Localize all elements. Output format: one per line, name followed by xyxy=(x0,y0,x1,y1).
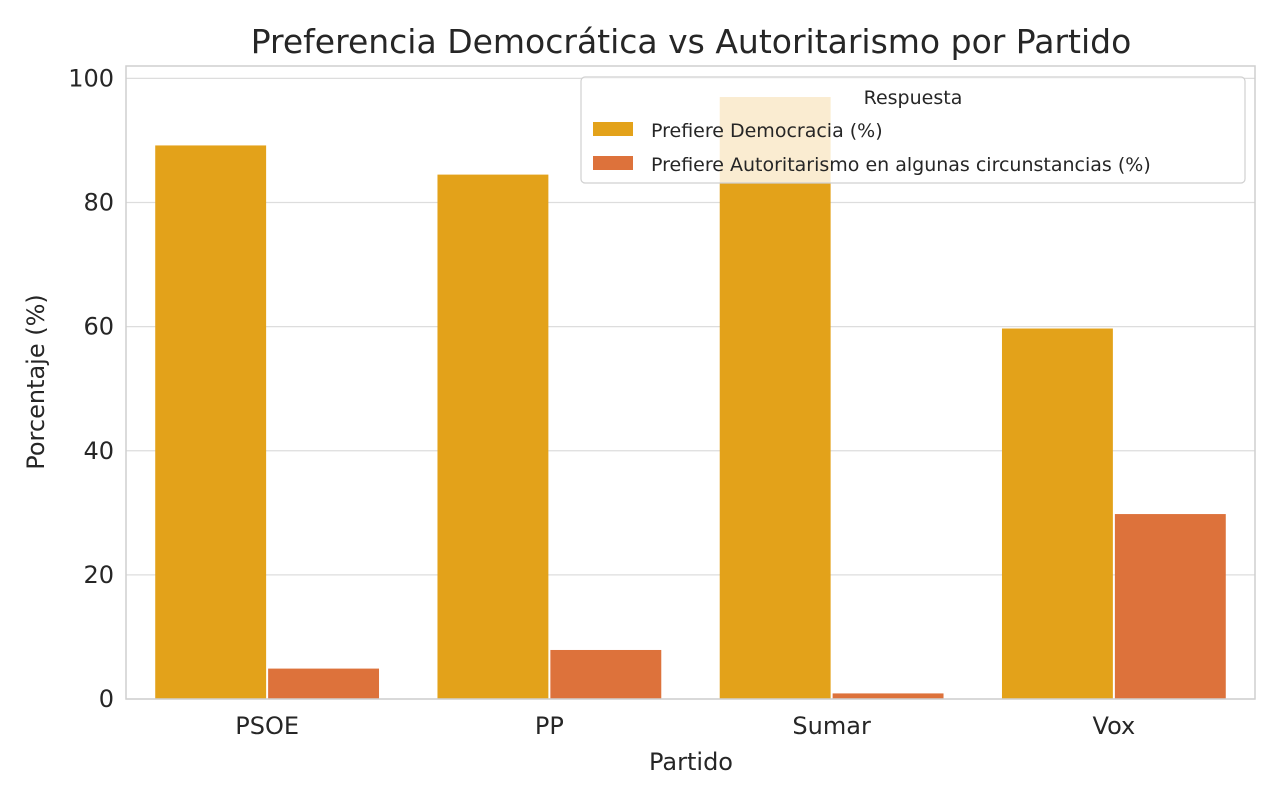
y-tick-labels: 0 20 40 60 80 100 xyxy=(68,64,114,713)
chart-title: Preferencia Democrática vs Autoritarismo… xyxy=(251,22,1132,61)
y-tick-label: 80 xyxy=(83,189,114,217)
bar-psoe-democracia xyxy=(155,145,267,699)
legend: Respuesta Prefiere Democracia (%) Prefie… xyxy=(580,76,1246,184)
y-tick-label: 40 xyxy=(83,437,114,465)
x-tick-labels: PSOE PP Sumar Vox xyxy=(235,712,1135,740)
x-tick-label: PP xyxy=(535,712,564,740)
plot-frame xyxy=(125,65,1256,700)
bar-psoe-autoritarismo xyxy=(268,668,380,699)
legend-swatch-democracia xyxy=(593,122,633,136)
y-tick-label: 100 xyxy=(68,64,114,92)
bar-pp-autoritarismo xyxy=(550,649,662,699)
x-tick-label: Sumar xyxy=(792,712,871,740)
y-tick-label: 20 xyxy=(83,561,114,589)
bar-vox-democracia xyxy=(1001,328,1113,699)
bar-vox-autoritarismo xyxy=(1114,514,1226,699)
bar-pp-democracia xyxy=(437,174,549,700)
legend-label-democracia: Prefiere Democracia (%) xyxy=(651,120,883,142)
legend-label-autoritarismo: Prefiere Autoritarismo en algunas circun… xyxy=(651,154,1151,176)
x-tick-label: Vox xyxy=(1093,712,1136,740)
legend-box xyxy=(580,76,1246,184)
x-tick-label: PSOE xyxy=(235,712,299,740)
y-tick-label: 60 xyxy=(83,313,114,341)
bars xyxy=(155,97,1226,700)
bar-sumar-democracia xyxy=(719,97,831,699)
legend-swatch-autoritarismo xyxy=(593,156,633,170)
y-axis-label: Porcentaje (%) xyxy=(22,294,50,470)
x-axis-label: Partido xyxy=(649,748,733,776)
legend-title: Respuesta xyxy=(864,87,963,109)
bar-sumar-autoritarismo xyxy=(832,693,944,699)
y-tick-label: 0 xyxy=(99,685,114,713)
